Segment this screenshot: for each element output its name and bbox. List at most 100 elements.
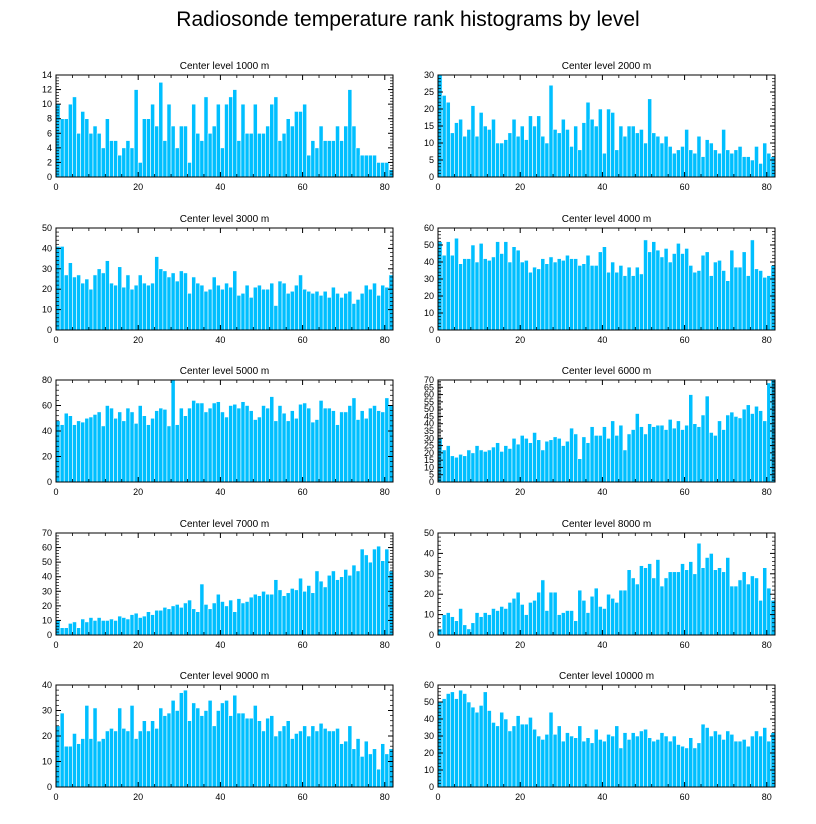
bar bbox=[573, 737, 579, 788]
bar bbox=[178, 270, 184, 331]
bar bbox=[507, 602, 513, 636]
bar bbox=[750, 159, 755, 178]
bar bbox=[195, 402, 201, 483]
y-tick-label: 14 bbox=[42, 70, 52, 80]
bar bbox=[117, 615, 123, 636]
bar bbox=[310, 421, 316, 483]
bar bbox=[96, 132, 102, 178]
bar bbox=[150, 103, 155, 178]
bar bbox=[68, 623, 73, 636]
bar bbox=[84, 278, 90, 331]
bar bbox=[503, 718, 509, 788]
x-tick-label: 60 bbox=[298, 487, 308, 497]
bar bbox=[692, 271, 698, 331]
bar bbox=[458, 118, 463, 178]
x-tick-label: 60 bbox=[298, 182, 308, 192]
y-tick-label: 15 bbox=[424, 121, 434, 131]
y-tick-label: 0 bbox=[429, 477, 434, 487]
x-tick-label: 40 bbox=[215, 487, 225, 497]
bar bbox=[466, 258, 472, 331]
x-tick-label: 60 bbox=[298, 792, 308, 802]
bar bbox=[228, 96, 234, 178]
bar bbox=[671, 735, 677, 788]
bar bbox=[150, 282, 155, 331]
bar bbox=[203, 411, 209, 483]
bar bbox=[721, 429, 726, 483]
bar bbox=[680, 745, 685, 788]
bar bbox=[450, 691, 455, 788]
bar bbox=[704, 727, 710, 788]
x-tick-label: 60 bbox=[680, 182, 690, 192]
bar bbox=[178, 607, 184, 636]
bar bbox=[92, 274, 98, 331]
bar bbox=[76, 420, 81, 483]
bar bbox=[676, 420, 681, 483]
bar bbox=[191, 103, 197, 178]
bar bbox=[552, 261, 558, 331]
bar bbox=[343, 740, 349, 788]
bar bbox=[610, 735, 616, 788]
bar bbox=[602, 246, 607, 331]
bar bbox=[519, 435, 525, 483]
bar bbox=[326, 730, 332, 788]
bar bbox=[294, 589, 299, 636]
bar bbox=[462, 693, 468, 788]
y-tick-label: 0 bbox=[47, 325, 52, 335]
bar bbox=[478, 705, 484, 788]
bar bbox=[671, 571, 677, 636]
bar bbox=[585, 101, 591, 178]
bar bbox=[770, 265, 776, 331]
bar bbox=[158, 707, 164, 788]
y-tick-label: 60 bbox=[424, 223, 434, 233]
bar bbox=[684, 747, 690, 788]
bar bbox=[368, 753, 373, 788]
bar bbox=[174, 604, 180, 636]
x-tick-label: 40 bbox=[215, 335, 225, 345]
bar bbox=[634, 132, 640, 178]
bar bbox=[515, 135, 521, 178]
bar bbox=[203, 710, 209, 788]
bar bbox=[187, 720, 192, 788]
y-tick-label: 60 bbox=[42, 401, 52, 411]
bar bbox=[482, 258, 488, 331]
bar bbox=[384, 286, 390, 331]
bar bbox=[368, 561, 373, 636]
bar bbox=[487, 710, 492, 788]
bar bbox=[491, 118, 496, 178]
bar bbox=[606, 108, 611, 178]
bar bbox=[626, 266, 632, 331]
bar bbox=[737, 266, 743, 331]
bar bbox=[651, 740, 657, 788]
bar bbox=[240, 401, 246, 483]
y-tick-label: 40 bbox=[42, 426, 52, 436]
bar bbox=[643, 239, 648, 331]
bar bbox=[663, 735, 669, 788]
bar bbox=[384, 753, 390, 788]
bar bbox=[269, 282, 275, 331]
bar bbox=[626, 433, 632, 483]
bar bbox=[100, 147, 106, 178]
bar bbox=[113, 284, 118, 331]
bar bbox=[244, 284, 250, 331]
bar bbox=[195, 282, 201, 331]
bar bbox=[347, 574, 353, 636]
bar bbox=[380, 560, 386, 636]
bar bbox=[487, 259, 492, 331]
bar bbox=[285, 292, 291, 331]
bar bbox=[503, 241, 509, 331]
bar bbox=[523, 437, 529, 483]
bar bbox=[441, 614, 447, 636]
bar bbox=[663, 577, 669, 636]
bar bbox=[68, 745, 73, 788]
bar bbox=[76, 274, 81, 331]
bar bbox=[252, 705, 258, 788]
bar bbox=[713, 569, 718, 636]
y-tick-label: 50 bbox=[424, 240, 434, 250]
bar bbox=[59, 627, 65, 636]
panel-title-3: Center level 4000 m bbox=[562, 214, 652, 225]
bar bbox=[339, 411, 344, 483]
panel-title-4: Center level 5000 m bbox=[180, 366, 270, 377]
bar bbox=[92, 125, 98, 178]
bar bbox=[523, 723, 529, 788]
x-tick-label: 0 bbox=[53, 487, 58, 497]
